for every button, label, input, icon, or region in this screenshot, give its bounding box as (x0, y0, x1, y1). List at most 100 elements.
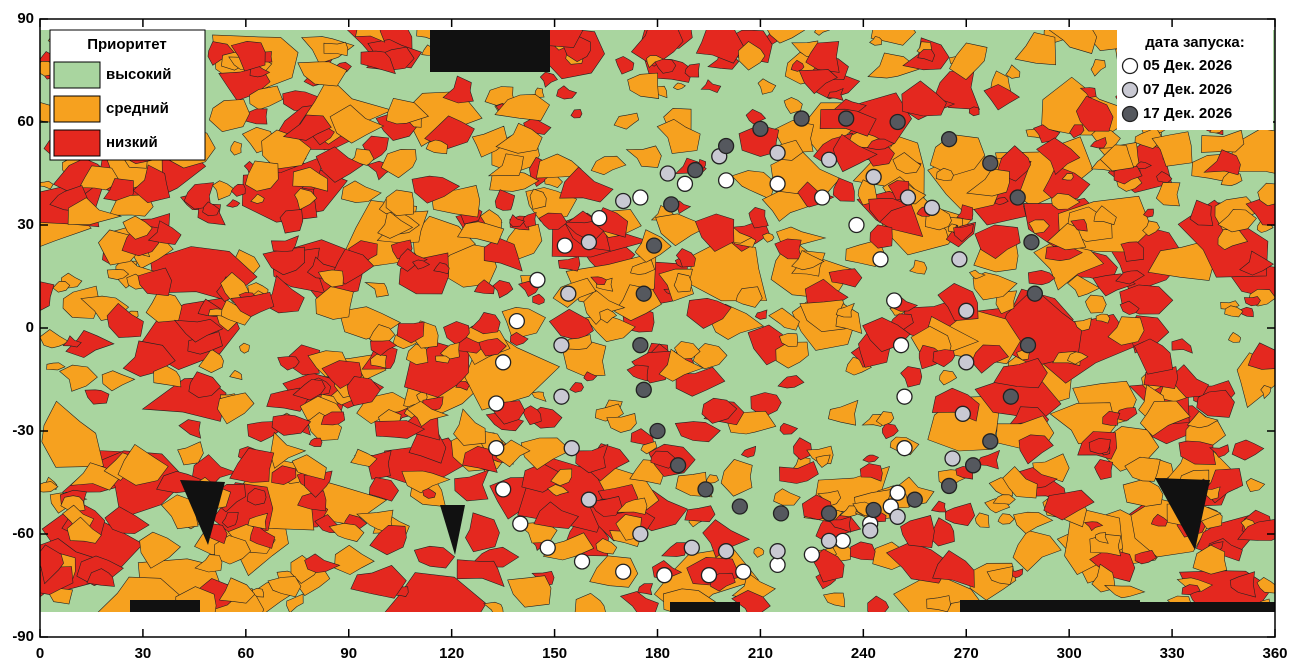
trajectory-point (509, 314, 524, 329)
trajectory-point (581, 492, 596, 507)
trajectory-point (554, 389, 569, 404)
trajectory-point (822, 152, 837, 167)
trajectory-point (890, 115, 905, 130)
trajectory-point (657, 568, 672, 583)
trajectory-point (688, 163, 703, 178)
trajectory-point (959, 355, 974, 370)
x-tick-label: 270 (954, 645, 979, 662)
trajectory-point (770, 544, 785, 559)
x-tick-label: 240 (851, 645, 876, 662)
trajectory-point (770, 176, 785, 191)
trajectory-point (719, 544, 734, 559)
trajectory-point (633, 190, 648, 205)
trajectory-point (942, 132, 957, 147)
no-data-area (670, 602, 740, 612)
trajectory-point (873, 252, 888, 267)
trajectory-point (1021, 338, 1036, 353)
x-tick-label: 300 (1057, 645, 1082, 662)
x-tick-label: 60 (237, 645, 254, 662)
trajectory-point (866, 169, 881, 184)
trajectory-point (496, 482, 511, 497)
trajectory-point (616, 564, 631, 579)
legend-label: 07 Дек. 2026 (1143, 81, 1232, 98)
legend-swatch (54, 130, 100, 156)
y-tick-label: -60 (12, 525, 34, 542)
trajectory-point (835, 533, 850, 548)
trajectory-point (489, 441, 504, 456)
no-data-area (40, 612, 170, 634)
trajectory-point (581, 235, 596, 250)
trajectory-point (575, 554, 590, 569)
no-data-area (960, 600, 1140, 612)
legend-label: средний (106, 100, 169, 117)
legend-label: низкий (106, 134, 158, 151)
trajectory-point (887, 293, 902, 308)
trajectory-point (1003, 389, 1018, 404)
trajectory-point (633, 527, 648, 542)
trajectory-point (732, 499, 747, 514)
trajectory-point (496, 355, 511, 370)
y-tick-label: -30 (12, 422, 34, 439)
legend-swatch (54, 62, 100, 88)
x-tick-label: 0 (36, 645, 44, 662)
trajectory-point (924, 200, 939, 215)
trajectory-point (736, 564, 751, 579)
trajectory-point (647, 238, 662, 253)
trajectory-point (863, 523, 878, 538)
trajectory-point (677, 176, 692, 191)
trajectory-point (636, 286, 651, 301)
x-tick-label: 90 (340, 645, 357, 662)
trajectory-point (955, 406, 970, 421)
trajectory-point (1010, 190, 1025, 205)
trajectory-point (890, 509, 905, 524)
legend-marker (1123, 83, 1138, 98)
y-tick-label: -90 (12, 628, 34, 645)
legend-label: 05 Дек. 2026 (1143, 57, 1232, 74)
trajectory-point (1027, 286, 1042, 301)
trajectory-point (897, 441, 912, 456)
trajectory-point (822, 506, 837, 521)
trajectory-point (822, 533, 837, 548)
trajectory-point (890, 485, 905, 500)
trajectory-point (900, 190, 915, 205)
trajectory-point (513, 516, 528, 531)
terrain-map (19, 3, 1296, 640)
y-tick-label: 90 (17, 10, 34, 27)
trajectory-point (633, 338, 648, 353)
y-tick-label: 60 (17, 113, 34, 130)
legend-title: Приоритет (87, 36, 167, 53)
trajectory-point (945, 451, 960, 466)
legend-marker (1123, 59, 1138, 74)
no-data-area (130, 600, 200, 612)
trajectory-point (616, 193, 631, 208)
legend-label: 17 Дек. 2026 (1143, 105, 1232, 122)
x-tick-label: 150 (542, 645, 567, 662)
legend-marker (1123, 107, 1138, 122)
x-tick-label: 120 (439, 645, 464, 662)
x-tick-label: 30 (135, 645, 152, 662)
trajectory-point (701, 568, 716, 583)
trajectory-point (794, 111, 809, 126)
trajectory-point (907, 492, 922, 507)
trajectory-point (897, 389, 912, 404)
x-tick-label: 180 (645, 645, 670, 662)
x-tick-label: 330 (1160, 645, 1185, 662)
trajectory-point (664, 197, 679, 212)
x-tick-label: 210 (748, 645, 773, 662)
trajectory-point (719, 173, 734, 188)
trajectory-point (554, 338, 569, 353)
trajectory-point (1024, 235, 1039, 250)
trajectory-point (636, 382, 651, 397)
trajectory-point (770, 557, 785, 572)
trajectory-point (540, 540, 555, 555)
trajectory-point (952, 252, 967, 267)
trajectory-point (592, 211, 607, 226)
trajectory-point (671, 458, 686, 473)
legend-swatch (54, 96, 100, 122)
trajectory-point (530, 272, 545, 287)
trajectory-point (564, 441, 579, 456)
trajectory-point (804, 547, 819, 562)
trajectory-point (557, 238, 572, 253)
trajectory-point (966, 458, 981, 473)
no-data-area (430, 30, 550, 72)
